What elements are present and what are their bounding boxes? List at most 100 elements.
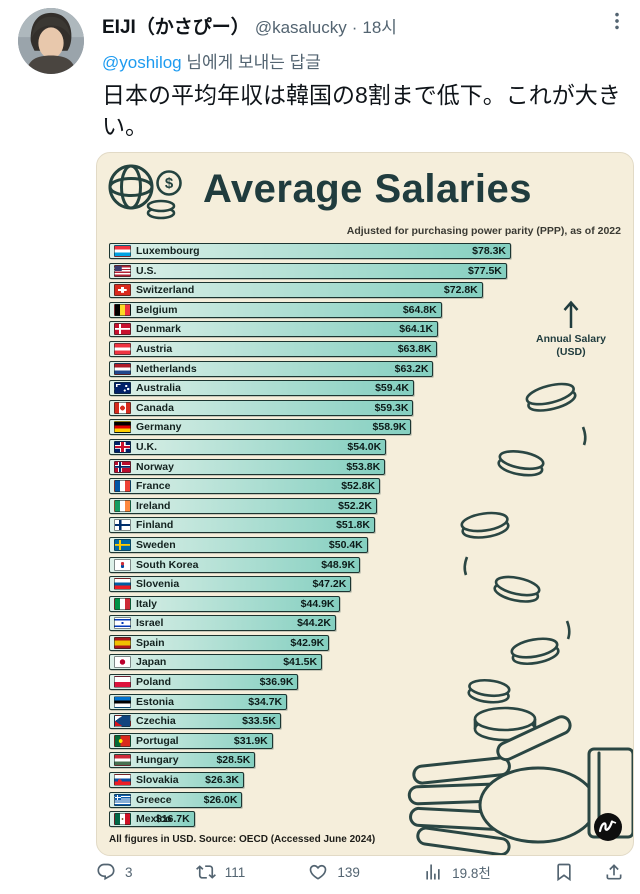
views-action[interactable]: 19.8천: [423, 862, 491, 882]
salary-row: Estonia $34.7K: [109, 693, 511, 710]
salary-bar: Slovakia $26.3K: [109, 772, 245, 789]
portugal-flag-icon: [114, 734, 131, 747]
up-arrow-icon: [563, 300, 579, 328]
netherlands-flag-icon: [114, 362, 131, 375]
salary-bar: Denmark $64.1K: [109, 321, 439, 338]
finland-flag-icon: [114, 519, 131, 532]
country-label: South Korea: [136, 558, 199, 571]
country-label: Norway: [136, 460, 174, 473]
salary-value: $42.9K: [290, 636, 325, 649]
salary-value: $34.7K: [248, 695, 283, 708]
salary-row: Greece $26.0K: [109, 791, 511, 808]
salary-row: Canada $59.3K: [109, 399, 511, 416]
avatar[interactable]: [18, 8, 84, 74]
tweet-image[interactable]: $ Average Salaries Adjusted for purchasi…: [96, 152, 634, 856]
salary-value: $59.3K: [374, 401, 409, 414]
country-label: Estonia: [136, 695, 174, 708]
salary-value: $26.3K: [205, 774, 240, 787]
reply-suffix: 님에게 보내는 답글: [181, 53, 321, 72]
salary-row: U.S. $77.5K: [109, 262, 511, 279]
salary-value: $33.5K: [242, 715, 276, 728]
country-label: Netherlands: [136, 362, 197, 375]
country-label: Israel: [136, 617, 164, 630]
country-label: Italy: [136, 597, 158, 610]
salary-bar: Ireland $52.2K: [109, 497, 377, 514]
salary-value: $58.9K: [372, 421, 407, 434]
country-label: Sweden: [136, 538, 176, 551]
country-label: Slovakia: [136, 774, 179, 787]
salary-bar: U.S. $77.5K: [109, 262, 507, 279]
tweet-header: EIJI（かさぴー） @kasalucky · 18시: [102, 12, 397, 39]
view-count: 19.8천: [452, 866, 491, 881]
axis-annotation-label: Annual Salary (USD): [535, 333, 607, 359]
salary-row: Japan $41.5K: [109, 654, 511, 671]
country-label: Germany: [136, 421, 182, 434]
share-action[interactable]: [604, 862, 624, 882]
luxembourg-flag-icon: [114, 245, 131, 257]
globe-coins-icon: $: [108, 164, 182, 220]
salary-bar: Mexico $16.7K: [109, 811, 195, 828]
denmark-flag-icon: [114, 323, 131, 336]
salary-bar: Italy $44.9K: [109, 595, 340, 612]
reply-action[interactable]: 3: [96, 862, 133, 882]
action-bar: 3 111 139 19.8천: [96, 862, 624, 882]
country-label: Greece: [136, 793, 172, 806]
repost-icon: [195, 865, 216, 879]
salary-bar: Greece $26.0K: [109, 791, 243, 808]
country-label: Slovenia: [136, 578, 180, 591]
salary-bar: Belgium $64.8K: [109, 301, 442, 318]
salary-row: Ireland $52.2K: [109, 497, 511, 514]
salary-row: Norway $53.8K: [109, 458, 511, 475]
salary-value: $47.2K: [312, 578, 347, 591]
salary-bar: Austria $63.8K: [109, 340, 437, 357]
salary-bar: Slovenia $47.2K: [109, 576, 352, 593]
salary-value: $64.1K: [399, 323, 434, 336]
reply-mention[interactable]: @yoshilog: [102, 53, 182, 72]
country-label: Belgium: [136, 303, 178, 316]
country-label: Portugal: [136, 734, 179, 747]
country-label: Ireland: [136, 499, 171, 512]
like-action[interactable]: 139: [308, 862, 360, 882]
like-icon: [310, 864, 327, 880]
salary-value: $28.5K: [216, 754, 251, 767]
salary-row: Sweden $50.4K: [109, 536, 511, 553]
salary-row: Finland $51.8K: [109, 517, 511, 534]
italy-flag-icon: [114, 597, 131, 610]
country-label: France: [136, 480, 171, 493]
repost-action[interactable]: 111: [195, 862, 245, 882]
salary-row: Hungary $28.5K: [109, 752, 511, 769]
salary-value: $52.8K: [341, 480, 376, 493]
norway-flag-icon: [114, 460, 131, 473]
salary-value: $64.8K: [402, 303, 437, 316]
salary-value: $31.9K: [233, 734, 268, 747]
salary-bar: Switzerland $72.8K: [109, 282, 483, 299]
country-label: Japan: [136, 656, 167, 669]
salary-value: $52.2K: [338, 499, 372, 512]
salary-value: $16.7K: [155, 813, 190, 826]
salary-row: Israel $44.2K: [109, 615, 511, 632]
salary-bar: Sweden $50.4K: [109, 536, 368, 553]
salary-row: Poland $36.9K: [109, 674, 511, 691]
salary-bar: Finland $51.8K: [109, 517, 375, 534]
infographic-subtitle: Adjusted for purchasing power parity (PP…: [346, 225, 621, 237]
greece-flag-icon: [114, 793, 131, 806]
salary-row: Spain $42.9K: [109, 634, 511, 651]
author-name[interactable]: EIJI（かさぴー）: [102, 17, 250, 38]
salary-row: Netherlands $63.2K: [109, 360, 511, 377]
author-handle: @kasalucky: [254, 18, 347, 37]
salary-bar: South Korea $48.9K: [109, 556, 361, 573]
bookmark-action[interactable]: [554, 862, 574, 882]
country-label: Luxembourg: [136, 245, 200, 257]
country-label: Hungary: [136, 754, 179, 767]
country-label: Switzerland: [136, 284, 195, 297]
more-button[interactable]: [606, 10, 628, 32]
country-label: U.S.: [136, 264, 157, 277]
reply-count: 3: [125, 864, 133, 880]
axis-annotation: Annual Salary (USD): [525, 299, 617, 359]
salary-row: U.K. $54.0K: [109, 438, 511, 455]
canada-flag-icon: [114, 401, 131, 414]
salary-value: $26.0K: [203, 793, 238, 806]
salary-row: Switzerland $72.8K: [109, 282, 511, 299]
salary-row: Slovakia $26.3K: [109, 772, 511, 789]
slovakia-flag-icon: [114, 774, 131, 787]
